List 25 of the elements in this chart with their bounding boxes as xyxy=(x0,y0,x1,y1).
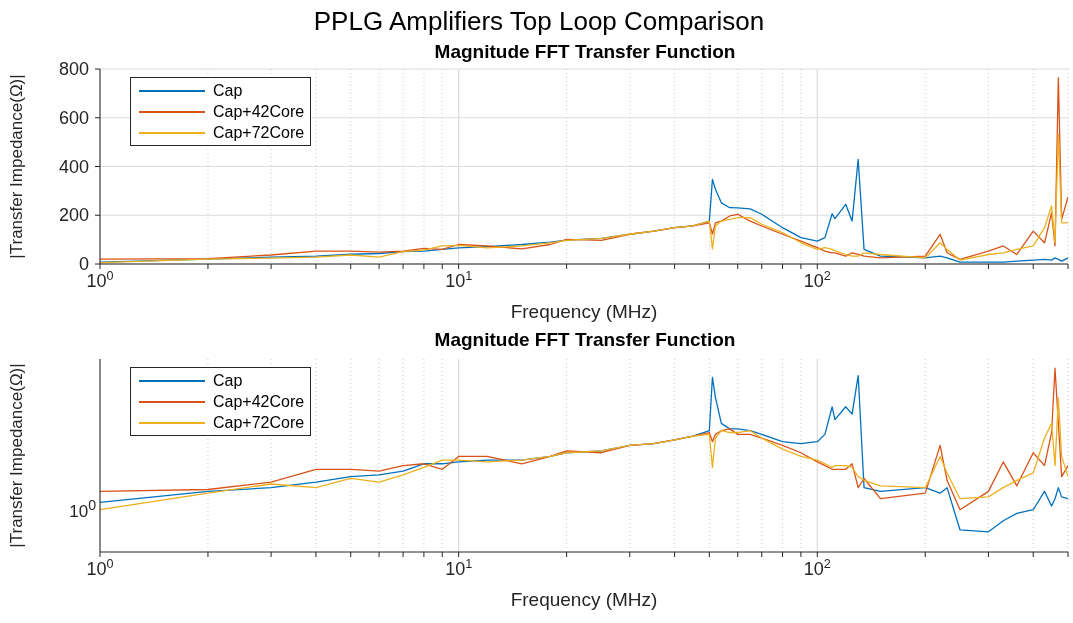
y-tick-label: 600 xyxy=(58,107,89,128)
chart-subtitle: Magnitude FFT Transfer Function xyxy=(434,41,736,62)
x-axis-title: Frequency (MHz) xyxy=(510,589,658,610)
x-tick-label: 10$^{1}$ xyxy=(445,269,473,291)
y-tick-label: 400 xyxy=(58,156,89,177)
legend-label: Cap+42Core xyxy=(213,392,305,412)
y-axis-title: |Transfer Impedance(Ω)| xyxy=(7,363,27,548)
legend-label: Cap xyxy=(213,81,243,101)
y-tick-label: 200 xyxy=(58,205,89,226)
y-tick-label: 0 xyxy=(78,254,89,274)
legend-label: Cap xyxy=(213,371,243,391)
chart-title: PPLG Amplifiers Top Loop Comparison xyxy=(312,6,766,38)
y-tick-label: 800 xyxy=(58,59,89,79)
x-axis-title: Frequency (MHz) xyxy=(510,301,658,322)
legend-label: Cap+42Core xyxy=(213,102,305,122)
chart-title: Magnitude FFT Transfer Function xyxy=(433,328,737,350)
text: 10$^{0}$ xyxy=(69,497,96,522)
x-tick-label: 10$^{2}$ xyxy=(803,557,831,579)
x-tick-label: 10$^{0}$ xyxy=(86,269,114,291)
x-tick-label: 10$^{0}$ xyxy=(86,557,114,579)
legend-label: Cap+72Core xyxy=(213,413,305,433)
legend-label: Cap+72Core xyxy=(213,123,305,143)
x-tick-label: 10$^{1}$ xyxy=(445,557,473,579)
x-tick-label: 10$^{2}$ xyxy=(803,269,831,291)
y-axis-title: |Transfer Impedance(Ω)| xyxy=(7,74,27,259)
